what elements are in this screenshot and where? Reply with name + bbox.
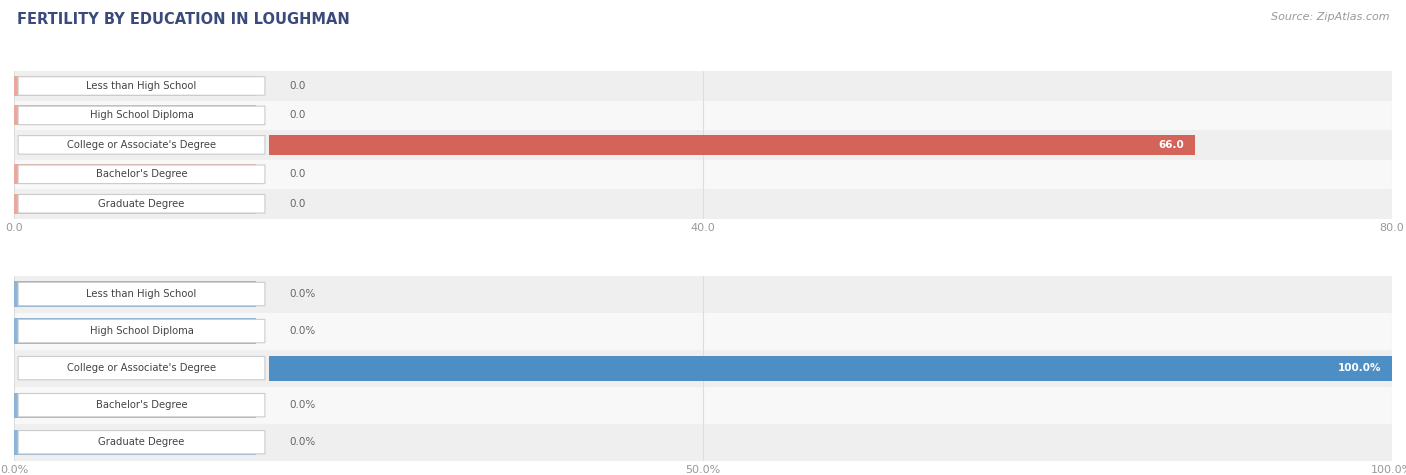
Text: High School Diploma: High School Diploma bbox=[90, 326, 194, 336]
Bar bbox=[269, 135, 1195, 155]
Text: 0.0%: 0.0% bbox=[290, 437, 316, 447]
FancyBboxPatch shape bbox=[18, 106, 264, 125]
Bar bbox=[14, 429, 256, 455]
Bar bbox=[14, 350, 1392, 387]
Bar bbox=[14, 318, 256, 344]
Text: 0.0: 0.0 bbox=[290, 169, 307, 180]
Bar bbox=[14, 281, 256, 307]
FancyBboxPatch shape bbox=[18, 393, 264, 417]
FancyBboxPatch shape bbox=[18, 356, 264, 380]
Text: High School Diploma: High School Diploma bbox=[90, 110, 194, 121]
FancyBboxPatch shape bbox=[18, 76, 264, 95]
FancyBboxPatch shape bbox=[18, 282, 264, 306]
Text: 0.0: 0.0 bbox=[290, 81, 307, 91]
FancyBboxPatch shape bbox=[18, 194, 264, 213]
Bar bbox=[14, 392, 256, 418]
Bar bbox=[14, 130, 1392, 160]
Bar bbox=[14, 76, 256, 96]
Text: Graduate Degree: Graduate Degree bbox=[98, 199, 184, 209]
Bar bbox=[14, 313, 1392, 350]
FancyBboxPatch shape bbox=[18, 319, 264, 343]
Bar bbox=[14, 387, 1392, 424]
Bar bbox=[14, 194, 256, 214]
Text: Bachelor's Degree: Bachelor's Degree bbox=[96, 400, 187, 410]
FancyBboxPatch shape bbox=[18, 165, 264, 184]
Bar bbox=[14, 424, 1392, 461]
Bar bbox=[14, 276, 1392, 313]
Bar bbox=[14, 101, 1392, 130]
Text: Less than High School: Less than High School bbox=[86, 289, 197, 299]
Text: 0.0%: 0.0% bbox=[290, 400, 316, 410]
Text: 0.0: 0.0 bbox=[290, 199, 307, 209]
Text: 0.0%: 0.0% bbox=[290, 326, 316, 336]
Text: Graduate Degree: Graduate Degree bbox=[98, 437, 184, 447]
Bar bbox=[14, 160, 1392, 189]
Bar bbox=[269, 355, 1392, 381]
Text: 100.0%: 100.0% bbox=[1337, 363, 1381, 373]
Text: Bachelor's Degree: Bachelor's Degree bbox=[96, 169, 187, 180]
Text: 66.0: 66.0 bbox=[1159, 140, 1184, 150]
Text: College or Associate's Degree: College or Associate's Degree bbox=[67, 140, 217, 150]
FancyBboxPatch shape bbox=[18, 135, 264, 154]
Bar bbox=[14, 164, 256, 184]
Text: Less than High School: Less than High School bbox=[86, 81, 197, 91]
Text: Source: ZipAtlas.com: Source: ZipAtlas.com bbox=[1271, 12, 1389, 22]
Text: 0.0%: 0.0% bbox=[290, 289, 316, 299]
Bar bbox=[14, 105, 256, 125]
Bar bbox=[14, 71, 1392, 101]
Bar bbox=[14, 189, 1392, 218]
FancyBboxPatch shape bbox=[18, 430, 264, 454]
Text: 0.0: 0.0 bbox=[290, 110, 307, 121]
Text: FERTILITY BY EDUCATION IN LOUGHMAN: FERTILITY BY EDUCATION IN LOUGHMAN bbox=[17, 12, 350, 27]
Text: College or Associate's Degree: College or Associate's Degree bbox=[67, 363, 217, 373]
